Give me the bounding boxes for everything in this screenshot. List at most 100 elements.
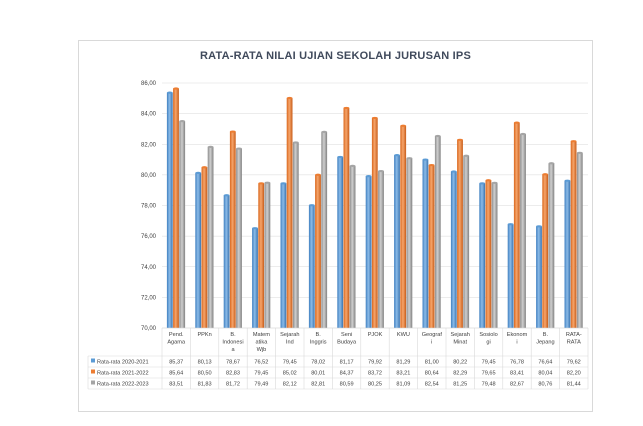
bar-cap bbox=[252, 227, 258, 230]
data-label: 82,83 bbox=[226, 371, 240, 377]
data-label: 80,25 bbox=[368, 382, 382, 388]
bar bbox=[564, 180, 571, 328]
category-label: B. bbox=[543, 332, 549, 338]
bar bbox=[308, 205, 315, 328]
bar bbox=[286, 98, 293, 328]
bar-cap bbox=[507, 223, 514, 226]
data-label: 80,04 bbox=[538, 371, 552, 377]
data-label: 85,02 bbox=[283, 371, 297, 377]
data-label: 79,49 bbox=[254, 382, 268, 388]
bar bbox=[428, 165, 435, 328]
bar bbox=[570, 141, 577, 328]
bar-cap bbox=[564, 179, 571, 182]
bar-cap bbox=[166, 91, 173, 94]
bar-cap bbox=[520, 132, 526, 136]
data-label: 81,29 bbox=[396, 360, 410, 366]
bar-cap bbox=[229, 130, 236, 133]
legend-label: Rata-rata 2022-2023 bbox=[97, 382, 149, 388]
legend-swatch bbox=[91, 369, 95, 374]
data-label: 81,17 bbox=[340, 360, 354, 366]
category-label: atika bbox=[255, 340, 268, 346]
data-label: 81,83 bbox=[198, 382, 212, 388]
data-label: 82,29 bbox=[453, 371, 467, 377]
data-label: 83,41 bbox=[510, 371, 524, 377]
bar bbox=[321, 131, 328, 328]
y-tick-label: 76,00 bbox=[141, 234, 157, 240]
bar-cap bbox=[264, 181, 271, 184]
category-label: B. bbox=[316, 332, 322, 338]
data-label: 79,48 bbox=[482, 382, 496, 388]
category-label: PJOK bbox=[368, 332, 383, 338]
bar bbox=[252, 228, 258, 328]
bar bbox=[422, 159, 429, 328]
category-label: Ekonom bbox=[507, 332, 528, 338]
bar-cap bbox=[406, 157, 413, 160]
bar-cap bbox=[378, 169, 384, 173]
bar-cap bbox=[536, 225, 542, 228]
bar bbox=[378, 171, 384, 328]
bar bbox=[195, 172, 202, 328]
data-label: 79,45 bbox=[482, 360, 496, 366]
data-label: 82,12 bbox=[283, 382, 297, 388]
bar bbox=[457, 139, 463, 328]
bar bbox=[166, 92, 173, 328]
bar bbox=[371, 117, 378, 328]
bar bbox=[280, 183, 287, 328]
category-label: KWU bbox=[397, 332, 410, 338]
bar-cap bbox=[570, 140, 577, 143]
legend-label: Rata-rata 2021-2022 bbox=[97, 371, 149, 377]
bar-cap bbox=[450, 170, 457, 173]
category-label: B. bbox=[230, 332, 236, 338]
bar bbox=[520, 133, 526, 328]
y-tick-label: 78,00 bbox=[141, 204, 157, 210]
category-label: Sejarah bbox=[280, 332, 299, 338]
category-label: Ind bbox=[286, 340, 294, 346]
data-label: 80,22 bbox=[453, 360, 467, 366]
y-tick-label: 70,00 bbox=[141, 326, 157, 332]
bar-cap bbox=[513, 121, 520, 124]
category-label: i bbox=[431, 340, 432, 346]
category-label: Matem bbox=[253, 332, 270, 338]
bar bbox=[223, 195, 230, 328]
bar bbox=[485, 180, 492, 328]
bar-cap bbox=[576, 151, 583, 154]
bar bbox=[507, 224, 514, 328]
category-label: Minat bbox=[453, 340, 467, 346]
bar bbox=[479, 183, 486, 328]
bar bbox=[434, 135, 441, 328]
data-label: 80,01 bbox=[311, 371, 325, 377]
data-label: 79,45 bbox=[254, 371, 268, 377]
y-tick-label: 72,00 bbox=[141, 295, 157, 301]
category-label: Geograf bbox=[422, 332, 443, 338]
y-tick-label: 74,00 bbox=[141, 265, 157, 271]
bar-cap bbox=[349, 164, 356, 167]
bar bbox=[229, 131, 236, 328]
bar-cap bbox=[292, 141, 299, 144]
data-label: 79,45 bbox=[283, 360, 297, 366]
bar-cap bbox=[173, 87, 179, 90]
category-label: a bbox=[231, 347, 235, 353]
bar-cap bbox=[491, 181, 498, 184]
bar-cap bbox=[207, 145, 214, 148]
category-label: PPKn bbox=[197, 332, 211, 338]
bar-cap bbox=[286, 96, 293, 100]
data-label: 82,54 bbox=[425, 382, 439, 388]
data-label: 78,67 bbox=[226, 360, 240, 366]
data-label: 80,13 bbox=[198, 360, 212, 366]
bar-cap bbox=[223, 194, 230, 197]
bar bbox=[201, 167, 208, 328]
bar bbox=[576, 152, 583, 328]
bar-cap bbox=[258, 182, 265, 185]
data-label: 80,64 bbox=[425, 371, 439, 377]
category-label: Jepang bbox=[536, 340, 554, 346]
bar bbox=[315, 174, 321, 328]
data-label: 81,72 bbox=[226, 382, 240, 388]
data-label: 80,59 bbox=[340, 382, 354, 388]
category-label: Sejarah bbox=[451, 332, 470, 338]
legend-swatch bbox=[91, 380, 95, 385]
data-label: 84,37 bbox=[340, 371, 354, 377]
y-tick-label: 86,00 bbox=[141, 81, 157, 87]
data-label: 76,78 bbox=[510, 360, 524, 366]
data-label: 82,81 bbox=[311, 382, 325, 388]
